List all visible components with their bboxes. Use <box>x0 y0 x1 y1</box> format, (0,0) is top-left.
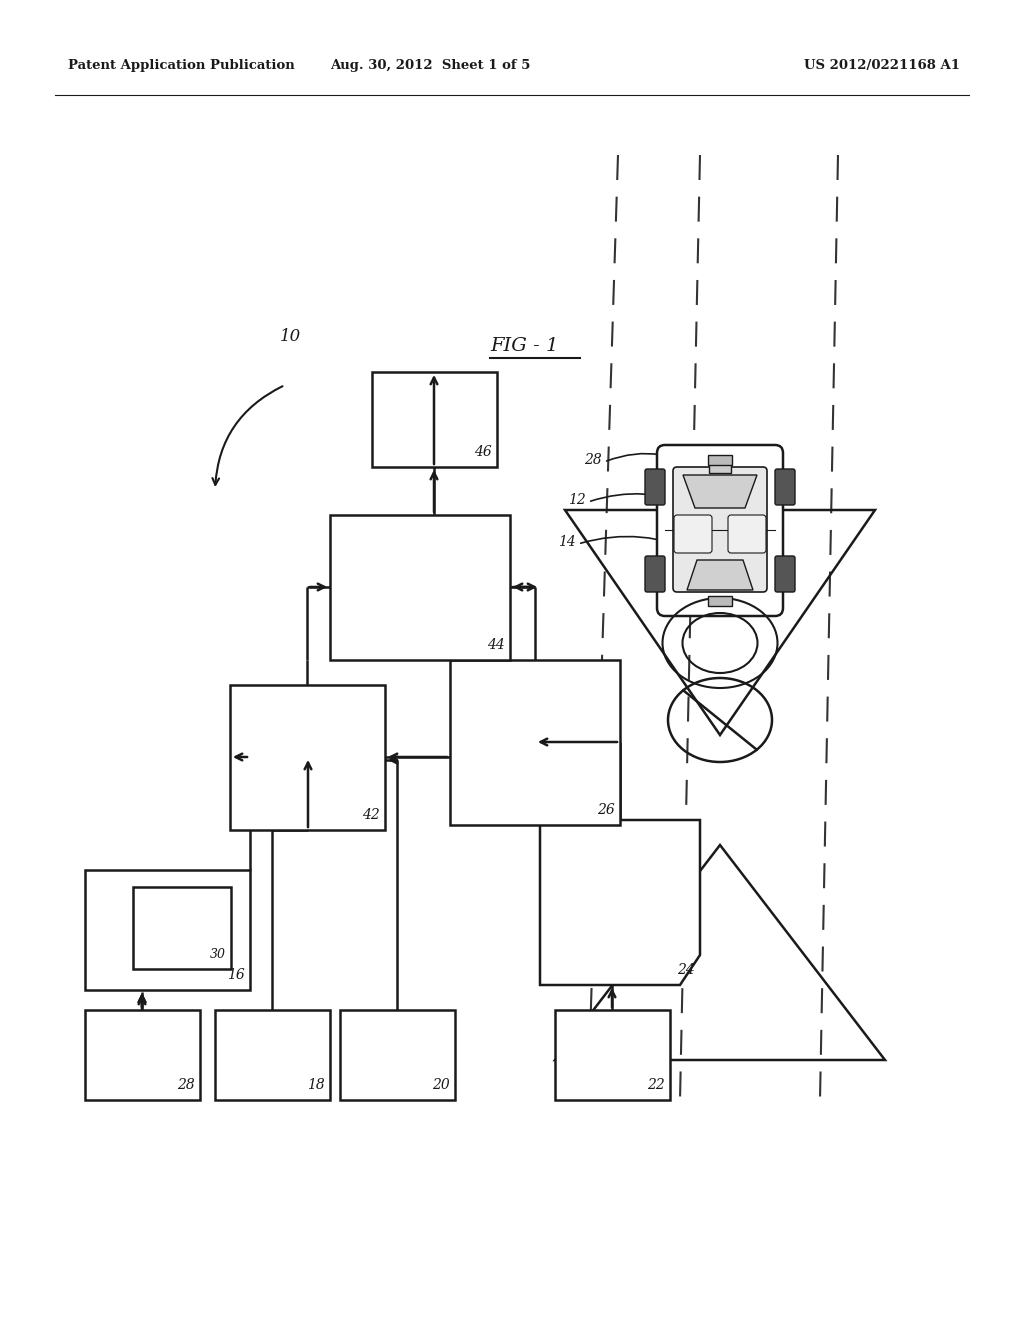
FancyBboxPatch shape <box>657 445 783 616</box>
Text: 42: 42 <box>362 808 380 822</box>
FancyBboxPatch shape <box>674 515 712 553</box>
Text: 24: 24 <box>677 964 695 977</box>
Text: Aug. 30, 2012  Sheet 1 of 5: Aug. 30, 2012 Sheet 1 of 5 <box>330 58 530 71</box>
FancyBboxPatch shape <box>775 556 795 591</box>
Bar <box>330 515 510 660</box>
FancyBboxPatch shape <box>775 469 795 506</box>
Text: Patent Application Publication: Patent Application Publication <box>68 58 295 71</box>
Polygon shape <box>683 475 757 508</box>
Bar <box>230 685 385 830</box>
FancyBboxPatch shape <box>673 467 767 591</box>
Text: 28: 28 <box>177 1078 195 1092</box>
FancyBboxPatch shape <box>728 515 766 553</box>
Polygon shape <box>540 820 700 985</box>
Bar <box>133 887 231 969</box>
Bar <box>708 455 732 465</box>
Text: 16: 16 <box>227 968 245 982</box>
Text: 22: 22 <box>647 1078 665 1092</box>
FancyBboxPatch shape <box>645 556 665 591</box>
Text: 44: 44 <box>487 638 505 652</box>
Text: 10: 10 <box>280 327 301 345</box>
Text: 18: 18 <box>307 1078 325 1092</box>
Text: 46: 46 <box>474 445 492 459</box>
Bar <box>709 457 731 473</box>
Text: 30: 30 <box>210 948 226 961</box>
Bar <box>215 1010 330 1100</box>
Text: 12: 12 <box>568 492 586 507</box>
Text: US 2012/0221168 A1: US 2012/0221168 A1 <box>804 58 961 71</box>
Text: 14: 14 <box>558 535 575 549</box>
Bar <box>708 597 732 606</box>
Text: FIG - 1: FIG - 1 <box>490 337 558 355</box>
Text: 20: 20 <box>432 1078 450 1092</box>
Bar <box>555 1010 670 1100</box>
Bar <box>85 870 250 990</box>
Text: 26: 26 <box>597 803 615 817</box>
Bar <box>372 372 497 467</box>
Polygon shape <box>687 560 753 590</box>
Bar <box>85 1010 200 1100</box>
Bar <box>450 660 620 825</box>
FancyBboxPatch shape <box>645 469 665 506</box>
Text: 28: 28 <box>585 453 602 467</box>
Bar <box>340 1010 455 1100</box>
